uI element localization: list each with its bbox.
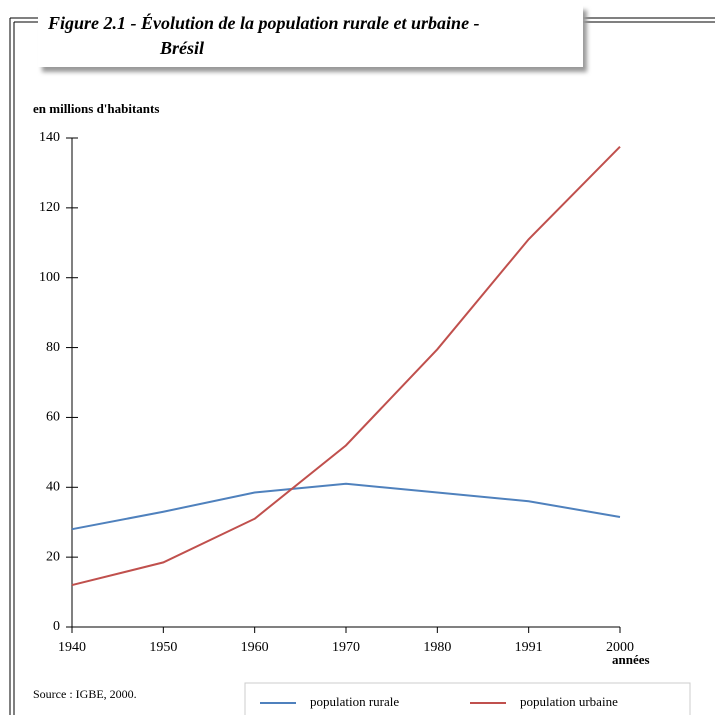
y-tick-label: 60	[46, 410, 60, 425]
x-tick-label: 1950	[149, 640, 177, 655]
x-tick-label: 1991	[515, 640, 543, 655]
legend-label: population rurale	[310, 694, 399, 709]
title-box	[38, 5, 583, 67]
chart-title: Brésil	[159, 38, 204, 58]
y-tick-label: 140	[39, 130, 60, 145]
y-tick-label: 20	[46, 549, 60, 564]
x-tick-label: 1960	[241, 640, 269, 655]
y-tick-label: 40	[46, 480, 60, 495]
chart-title: Figure 2.1 - Évolution de la population …	[47, 12, 480, 33]
y-tick-label: 80	[46, 340, 60, 355]
x-axis-label: années	[612, 652, 650, 667]
x-tick-label: 1940	[58, 640, 86, 655]
x-tick-label: 1980	[423, 640, 451, 655]
legend-box	[244, 682, 691, 720]
x-tick-label: 2000	[606, 640, 634, 655]
y-tick-label: 120	[39, 200, 60, 215]
y-tick-label: 0	[53, 619, 60, 634]
y-axis-label: en millions d'habitants	[33, 101, 159, 116]
series-line	[71, 482, 621, 531]
frame	[9, 17, 715, 715]
series-line	[71, 146, 621, 587]
y-tick-label: 100	[39, 270, 60, 285]
x-tick-label: 1970	[332, 640, 360, 655]
source: Source : IGBE, 2000.	[33, 687, 137, 701]
legend-label: population urbaine	[520, 694, 618, 709]
